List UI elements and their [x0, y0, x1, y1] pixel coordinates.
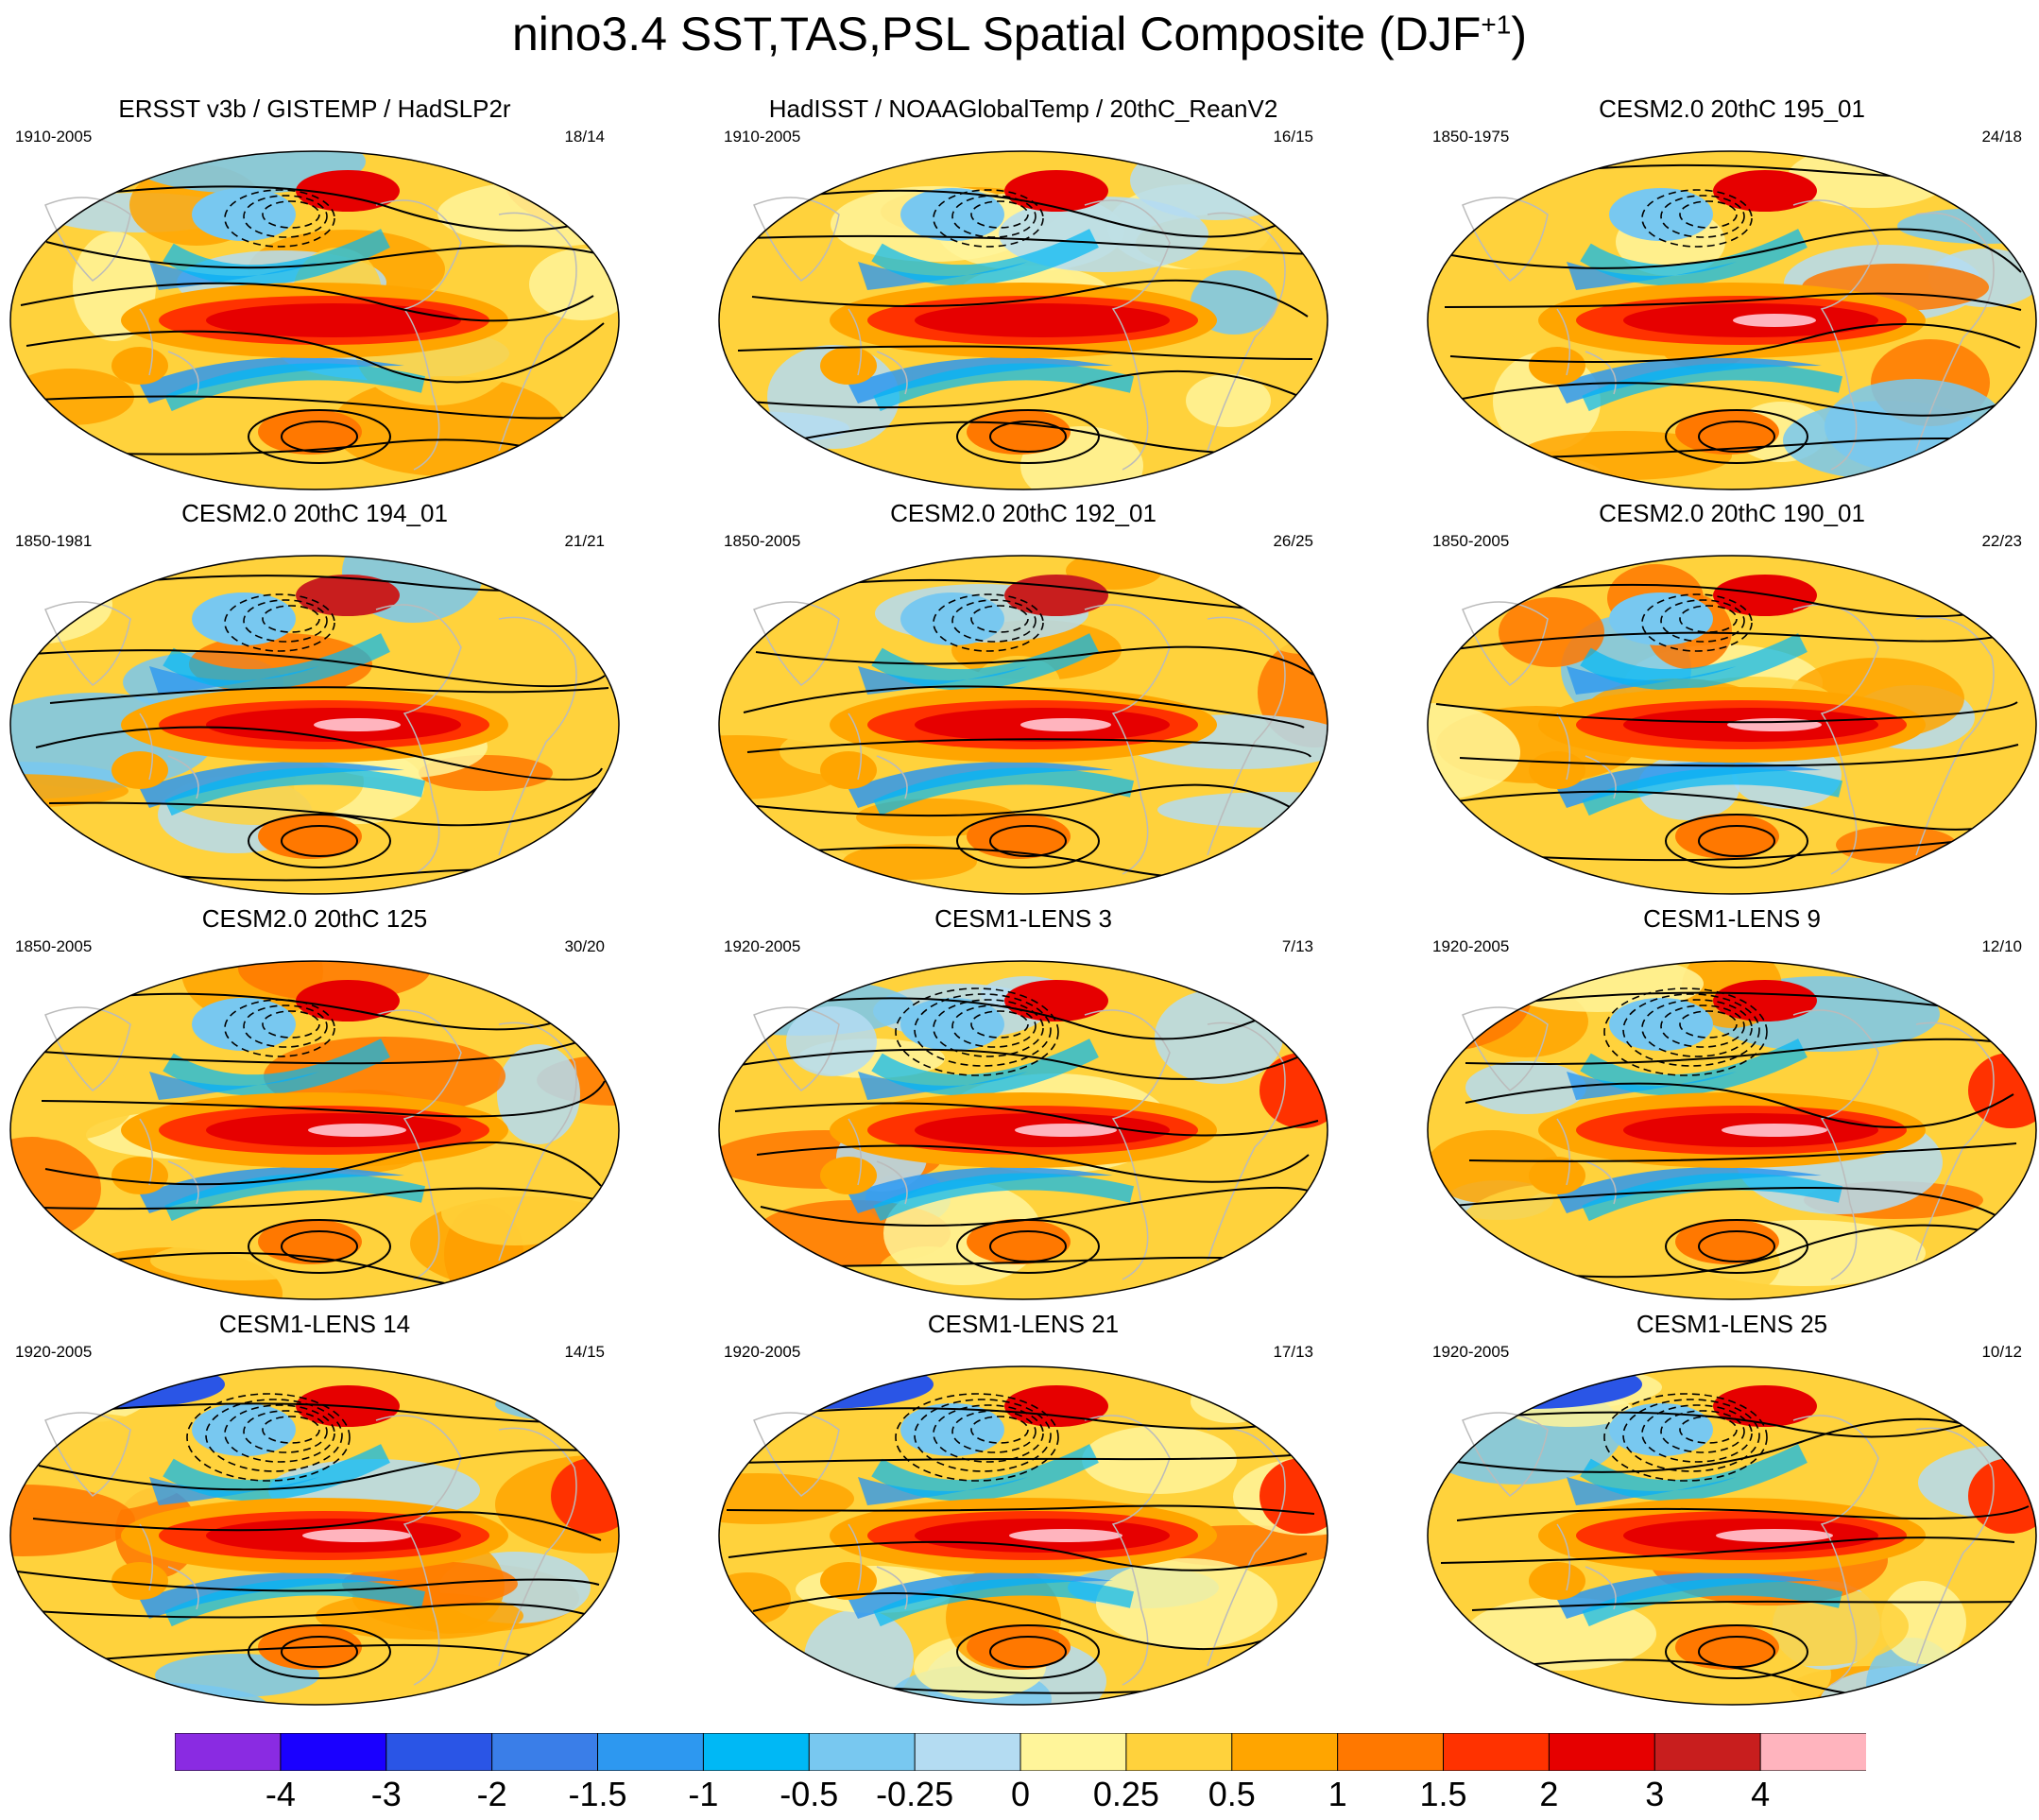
colorbar-swatch [702, 1733, 811, 1771]
panel-count: 18/14 [564, 128, 605, 146]
colorbar-tick-label: -1 [688, 1775, 719, 1813]
panel-count: 12/10 [1981, 937, 2022, 955]
colorbar-tick-label: 4 [1751, 1775, 1771, 1813]
panel-years: 1910-2005 [15, 128, 93, 146]
panel-years: 1850-1981 [15, 532, 93, 550]
colorbar-tick-label: 0 [1010, 1775, 1031, 1813]
colorbar-swatch [491, 1733, 599, 1771]
colorbar-tick-label: -2 [476, 1775, 507, 1813]
map-panel: CESM1-LENS 9 1920-2005 12/10 [1425, 904, 2039, 1309]
colorbar-swatch [1337, 1733, 1445, 1771]
panel-years: 1910-2005 [724, 128, 801, 146]
panel-title: CESM2.0 20thC 125 [201, 904, 428, 933]
figure-title: nino3.4 SST,TAS,PSL Spatial Composite (D… [0, 6, 2039, 62]
panel-count: 10/12 [1981, 1343, 2022, 1361]
panel-title: CESM2.0 20thC 190_01 [1599, 499, 1865, 527]
globe-map [1427, 555, 2037, 895]
colorbar-tick-label: -0.5 [780, 1775, 839, 1813]
panel-years: 1850-2005 [1432, 532, 1510, 550]
colorbar-tick-label: 1 [1328, 1775, 1347, 1813]
panel-count: 21/21 [564, 532, 605, 550]
panel-count: 17/13 [1273, 1343, 1313, 1361]
globe-map [718, 150, 1328, 490]
panel-count: 24/18 [1981, 128, 2022, 146]
globe-map [9, 150, 620, 490]
panel-title: CESM1-LENS 3 [934, 904, 1112, 933]
colorbar-swatch [808, 1733, 917, 1771]
map-panel: CESM2.0 20thC 192_01 1850-2005 26/25 [716, 499, 1330, 903]
map-panel: CESM2.0 20thC 194_01 1850-1981 21/21 [8, 499, 622, 903]
map-panel: CESM1-LENS 3 1920-2005 7/13 [716, 904, 1330, 1309]
colorbar-swatch [1443, 1733, 1551, 1771]
colorbar-tick-label: -0.25 [876, 1775, 954, 1813]
panel-years: 1920-2005 [1432, 1343, 1510, 1361]
colorbar-swatch [280, 1733, 387, 1771]
globe-map [1427, 150, 2037, 490]
colorbar-swatch [914, 1733, 1022, 1771]
colorbar-tick-label: 1.5 [1419, 1775, 1467, 1813]
globe-map [1427, 960, 2037, 1300]
panel-title: CESM1-LENS 9 [1643, 904, 1821, 933]
globe-map [718, 555, 1328, 895]
colorbar-swatch [1125, 1733, 1233, 1771]
colorbar-tick-label: -3 [370, 1775, 402, 1813]
panel-years: 1920-2005 [724, 937, 801, 955]
colorbar-swatch [1020, 1733, 1127, 1771]
map-panel: CESM1-LENS 21 1920-2005 17/13 [716, 1310, 1330, 1714]
colorbar-tick-label: 0.5 [1208, 1775, 1256, 1813]
panel-title: CESM2.0 20thC 195_01 [1599, 94, 1865, 123]
globe-map [1427, 1365, 2037, 1706]
globe-map [718, 960, 1328, 1300]
panel-title: CESM2.0 20thC 192_01 [890, 499, 1157, 527]
panel-count: 26/25 [1273, 532, 1313, 550]
panel-years: 1850-2005 [15, 937, 93, 955]
map-panel: HadISST / NOAAGlobalTemp / 20thC_ReanV2 1… [716, 94, 1330, 499]
colorbar-swatch [386, 1733, 493, 1771]
colorbar-swatch [1759, 1733, 1866, 1771]
colorbar-swatch [175, 1733, 282, 1771]
panel-title: HadISST / NOAAGlobalTemp / 20thC_ReanV2 [768, 94, 1278, 123]
panel-count: 14/15 [564, 1343, 605, 1361]
panel-count: 22/23 [1981, 532, 2022, 550]
globe-map [718, 1365, 1328, 1706]
panel-title: ERSST v3b / GISTEMP / HadSLP2r [118, 94, 511, 123]
figure-title-text: nino3.4 SST,TAS,PSL Spatial Composite (D… [511, 8, 1482, 60]
figure-title-superscript: +1 [1481, 9, 1512, 40]
panel-title: CESM1-LENS 25 [1636, 1310, 1828, 1338]
colorbar-swatch [1231, 1733, 1339, 1771]
figure-title-close: ) [1511, 8, 1528, 60]
panel-count: 16/15 [1273, 128, 1313, 146]
colorbar-swatch [1548, 1733, 1656, 1771]
colorbar-tick-label: 0.25 [1092, 1775, 1159, 1813]
map-panel: ERSST v3b / GISTEMP / HadSLP2r 1910-2005 1… [8, 94, 622, 499]
panel-years: 1850-2005 [724, 532, 801, 550]
colorbar-tick-label: 2 [1539, 1775, 1559, 1813]
panel-years: 1920-2005 [15, 1343, 93, 1361]
panel-title: CESM1-LENS 14 [218, 1310, 411, 1338]
globe-map [9, 555, 620, 895]
map-panel: CESM1-LENS 25 1920-2005 10/12 [1425, 1310, 2039, 1714]
colorbar [175, 1733, 1866, 1771]
colorbar-swatch [1653, 1733, 1762, 1771]
panel-years: 1920-2005 [724, 1343, 801, 1361]
map-panel: CESM1-LENS 14 1920-2005 14/15 [8, 1310, 622, 1714]
colorbar-tick-label: 3 [1645, 1775, 1665, 1813]
colorbar-swatch [597, 1733, 705, 1771]
map-panel: CESM2.0 20thC 125 1850-2005 30/20 [8, 904, 622, 1309]
map-panel: CESM2.0 20thC 190_01 1850-2005 22/23 [1425, 499, 2039, 903]
colorbar-tick-label: -1.5 [568, 1775, 627, 1813]
panel-years: 1850-1975 [1432, 128, 1510, 146]
panel-years: 1920-2005 [1432, 937, 1510, 955]
map-panel: CESM2.0 20thC 195_01 1850-1975 24/18 [1425, 94, 2039, 499]
globe-map [9, 960, 620, 1300]
colorbar-tick-label: -4 [265, 1775, 296, 1813]
globe-map [9, 1365, 620, 1706]
panel-title: CESM2.0 20thC 194_01 [181, 499, 448, 527]
colorbar-labels: -4 -3 -2 -1.5 -1 -0.5 -0.25 0 0.25 0.5 1 1.5 2 3 4 [0, 1775, 2039, 1816]
panel-count: 7/13 [1281, 937, 1313, 955]
panel-count: 30/20 [564, 937, 605, 955]
panel-title: CESM1-LENS 21 [927, 1310, 1120, 1338]
